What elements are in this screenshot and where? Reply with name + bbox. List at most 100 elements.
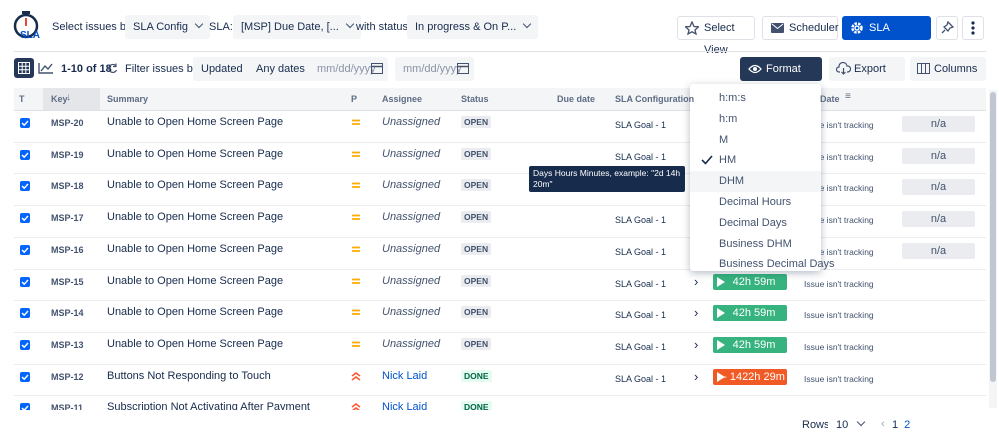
- placeholder: mm/dd/yyyy: [403, 63, 462, 75]
- summary[interactable]: Subscription Not Activating After Paymen…: [107, 401, 310, 410]
- issue-key[interactable]: MSP-15: [51, 276, 84, 287]
- menu-option[interactable]: Business DHM: [719, 237, 792, 250]
- menu-option[interactable]: Business Decimal Days: [719, 258, 835, 271]
- assignee: Unassigned: [382, 211, 441, 224]
- expand-arrow[interactable]: ›: [694, 273, 699, 289]
- filter-button[interactable]: Updated: [193, 57, 251, 81]
- summary[interactable]: Unable to Open Home Screen Page: [107, 274, 284, 287]
- button-text: Format: [766, 63, 801, 75]
- checkbox[interactable]: [20, 308, 30, 319]
- issue-key[interactable]: MSP-20: [51, 118, 84, 128]
- sla-manager-button[interactable]: SLA Manager: [842, 16, 931, 58]
- page-link[interactable]: 1: [892, 419, 899, 431]
- expand-arrow[interactable]: ›: [694, 336, 699, 352]
- gear-icon: [851, 22, 863, 34]
- date-input[interactable]: mm/dd/yyyy: [309, 57, 388, 81]
- sla-timer: 42h 59m: [713, 273, 787, 290]
- date-input[interactable]: mm/dd/yyyy: [395, 57, 474, 81]
- summary[interactable]: Unable to Open Home Screen Page: [107, 211, 284, 224]
- priority-icon: [351, 149, 361, 159]
- scrollbar-thumb[interactable]: [990, 92, 996, 382]
- issue-key[interactable]: MSP-18: [51, 181, 84, 192]
- issue-key[interactable]: MSP-12: [51, 371, 84, 382]
- mail-icon: [771, 23, 784, 33]
- table-view-button[interactable]: [14, 58, 34, 78]
- status-lozenge: DONE: [461, 369, 492, 382]
- chart-view-icon[interactable]: [38, 62, 54, 74]
- column-header: Status: [461, 94, 489, 104]
- menu-option[interactable]: h:m:s: [719, 92, 746, 104]
- assignee[interactable]: Nick Laid: [382, 369, 428, 382]
- dropdown[interactable]: SLA Config: [125, 15, 211, 39]
- issue-key[interactable]: MSP-17: [51, 213, 84, 224]
- assignee[interactable]: Nick Laid: [382, 401, 428, 410]
- summary[interactable]: Unable to Open Home Screen Page: [107, 116, 284, 128]
- summary[interactable]: Unable to Open Home Screen Page: [107, 337, 284, 350]
- summary[interactable]: Unable to Open Home Screen Page: [107, 242, 284, 255]
- summary[interactable]: Buttons Not Responding to Touch: [107, 369, 271, 382]
- pin-icon: [941, 21, 954, 34]
- checkbox[interactable]: [20, 244, 30, 255]
- menu-option[interactable]: DHM: [719, 175, 745, 188]
- table-header: [14, 88, 986, 111]
- issue-key[interactable]: MSP-14: [51, 308, 84, 319]
- expand-arrow[interactable]: ›: [694, 305, 699, 321]
- checkbox[interactable]: [20, 371, 30, 382]
- export-button[interactable]: Export: [829, 57, 905, 95]
- button-text: SLA Manager: [869, 22, 913, 58]
- status-lozenge: OPEN: [461, 337, 492, 350]
- rows-select[interactable]: 10: [828, 413, 873, 437]
- checkbox[interactable]: [20, 118, 30, 128]
- row-divider: [14, 363, 986, 365]
- tracking-status: Issue isn't tracking: [804, 373, 874, 384]
- priority-icon: [351, 244, 361, 254]
- issue-key[interactable]: MSP-11: [51, 403, 84, 410]
- refresh-icon[interactable]: [107, 63, 118, 74]
- priority-icon: [351, 276, 361, 286]
- issue-key[interactable]: MSP-16: [51, 244, 84, 255]
- pin-button[interactable]: [936, 16, 958, 40]
- filter-button[interactable]: Any dates: [248, 57, 313, 81]
- summary[interactable]: Unable to Open Home Screen Page: [107, 306, 284, 319]
- checkbox[interactable]: [20, 339, 30, 350]
- row-divider: [14, 236, 986, 238]
- grid-icon: [18, 62, 30, 74]
- checkbox[interactable]: [20, 276, 30, 287]
- menu-option[interactable]: h:m: [719, 112, 738, 125]
- summary[interactable]: Unable to Open Home Screen Page: [107, 179, 284, 192]
- button-text: Updated: [201, 63, 243, 75]
- value-pill: n/a: [902, 242, 975, 259]
- dropdown[interactable]: [MSP] Due Date, [...: [233, 15, 361, 39]
- select-view-button[interactable]: Select View: [677, 16, 755, 56]
- checkbox[interactable]: [20, 149, 30, 160]
- checkbox[interactable]: [20, 181, 30, 192]
- columns-button[interactable]: Columns: [910, 57, 986, 95]
- scheduler-button[interactable]: Scheduler: [762, 16, 839, 40]
- eye-icon: [748, 64, 762, 74]
- checkbox[interactable]: [20, 403, 30, 410]
- sla-config: SLA Goal - 1: [615, 120, 667, 130]
- more-button[interactable]: [962, 16, 984, 40]
- assignee: Unassigned: [382, 147, 441, 160]
- assignee: Unassigned: [382, 274, 441, 287]
- issue-key[interactable]: MSP-13: [51, 339, 84, 350]
- menu-option[interactable]: Decimal Hours: [719, 196, 792, 208]
- check-icon: [701, 154, 713, 166]
- prev-page[interactable]: ‹: [881, 418, 885, 430]
- menu-option[interactable]: M: [719, 133, 729, 146]
- dropdown-text: In progress & On P...: [415, 21, 517, 33]
- row-divider: [14, 395, 986, 397]
- summary[interactable]: Unable to Open Home Screen Page: [107, 147, 284, 160]
- menu-option[interactable]: HM: [719, 154, 737, 167]
- format-menu: h:m:s h:m M HM DHM Decimal Hours Decimal Days B…: [690, 84, 835, 271]
- checkbox[interactable]: [20, 213, 30, 224]
- scrollbar: [989, 90, 997, 408]
- page-link[interactable]: 2: [904, 419, 911, 431]
- table-body: MSP-20 Unable to Open Home Screen Page Una…: [0, 111, 999, 410]
- issue-key[interactable]: MSP-19: [51, 149, 84, 160]
- format-button[interactable]: Format: [740, 57, 822, 95]
- sla-config: SLA Goal - 1: [615, 246, 667, 257]
- dropdown[interactable]: In progress & On P...: [407, 15, 539, 39]
- expand-arrow[interactable]: ›: [694, 368, 699, 384]
- menu-option[interactable]: Decimal Days: [719, 216, 787, 229]
